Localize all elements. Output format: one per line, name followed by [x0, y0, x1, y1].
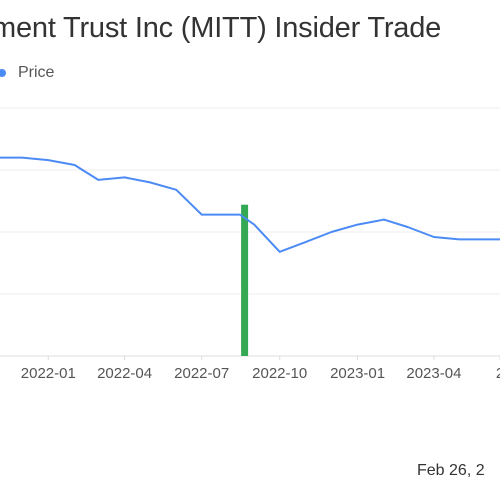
x-tick-label: 2022-07 — [174, 365, 229, 382]
legend-label-price: Price — [18, 64, 55, 81]
x-tick-label: 2023-01 — [330, 365, 385, 382]
x-tick-label: 2023-04 — [406, 365, 461, 382]
x-tick-labels: 2022-01 2022-04 2022-07 2022-10 2023-01 2023-… — [21, 356, 500, 382]
footer-date: Feb 26, 2 — [417, 462, 485, 479]
insider-trade-marker-0 — [241, 204, 249, 356]
legend: Price — [0, 64, 54, 82]
series-layer — [0, 156, 500, 253]
x-tick-label: 2 — [496, 365, 500, 382]
markers-layer — [241, 204, 249, 356]
grid-lines — [0, 107, 500, 295]
x-tick-label: 2022-04 — [97, 365, 152, 382]
series-line-price — [0, 156, 500, 253]
x-tick-label: 2022-01 — [21, 365, 76, 382]
legend-swatch-price — [0, 69, 6, 77]
chart-title: ment Trust Inc (MITT) Insider Trade — [0, 12, 442, 44]
x-tick-label: 2022-10 — [252, 365, 307, 382]
